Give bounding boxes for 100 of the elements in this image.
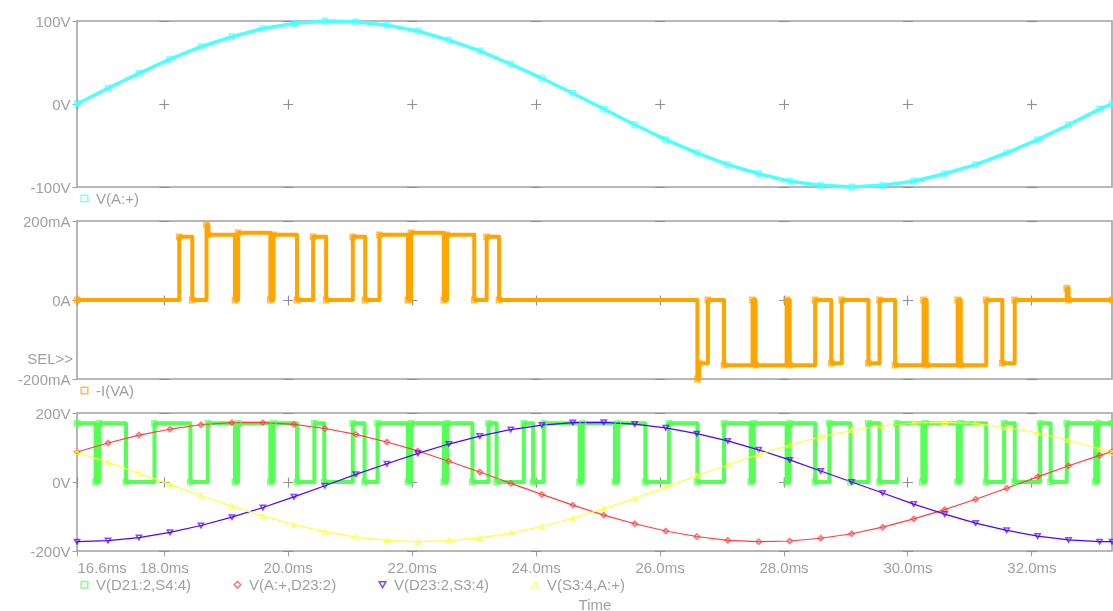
point xyxy=(786,177,794,185)
legend-label: V(A:+,D23:2) xyxy=(249,575,337,593)
point xyxy=(1096,105,1103,113)
point xyxy=(507,60,515,68)
point xyxy=(520,419,528,427)
point xyxy=(972,520,980,527)
point xyxy=(891,361,899,369)
point xyxy=(982,296,990,304)
point xyxy=(786,442,794,449)
text: SEL>> xyxy=(27,350,74,367)
point xyxy=(954,478,962,486)
point xyxy=(197,492,205,499)
point xyxy=(135,69,143,77)
point xyxy=(259,25,267,32)
point xyxy=(631,121,639,129)
point xyxy=(1096,452,1103,459)
point xyxy=(203,221,210,229)
point xyxy=(440,296,448,304)
point xyxy=(755,538,763,546)
point xyxy=(704,296,712,304)
x-tick-label: 22.0ms xyxy=(387,558,437,576)
point xyxy=(1011,478,1019,486)
point xyxy=(827,359,835,367)
legend-label: -I(VA) xyxy=(96,381,135,399)
point xyxy=(941,170,949,178)
point xyxy=(187,478,194,486)
x-tick-label: 16.6ms xyxy=(77,558,127,576)
point xyxy=(1034,533,1042,540)
point xyxy=(407,229,415,237)
point xyxy=(569,501,577,509)
point xyxy=(197,522,205,529)
point xyxy=(920,296,927,304)
point xyxy=(811,296,819,304)
point xyxy=(1063,419,1071,427)
legend-label: V(D21:2,S4:4) xyxy=(96,575,192,593)
y-tick-label: 0A xyxy=(52,291,71,309)
point xyxy=(538,491,546,498)
point xyxy=(228,514,236,521)
point xyxy=(122,478,130,486)
point xyxy=(631,421,639,428)
point xyxy=(73,296,81,304)
point xyxy=(600,511,608,519)
x-tick-label: 24.0ms xyxy=(511,558,561,576)
line-series xyxy=(73,17,1113,191)
point xyxy=(228,33,236,41)
point xyxy=(998,359,1006,367)
point xyxy=(507,530,515,537)
point xyxy=(724,536,732,544)
point xyxy=(982,478,990,486)
point xyxy=(483,233,491,241)
point xyxy=(693,533,701,540)
point xyxy=(817,433,825,440)
point xyxy=(293,478,301,486)
y-tick-label: 0V xyxy=(52,95,71,113)
point xyxy=(259,512,267,519)
point xyxy=(414,27,422,35)
point xyxy=(538,74,546,82)
point xyxy=(910,515,918,523)
point xyxy=(600,105,608,113)
point xyxy=(321,528,329,535)
point xyxy=(972,420,980,427)
point xyxy=(352,18,360,26)
point xyxy=(910,419,918,427)
point xyxy=(104,84,112,92)
point xyxy=(954,296,962,304)
point xyxy=(923,361,931,369)
point xyxy=(290,521,298,528)
point xyxy=(972,161,980,168)
point xyxy=(693,149,701,157)
point xyxy=(383,21,391,29)
point xyxy=(662,484,670,491)
point xyxy=(662,527,670,535)
point xyxy=(817,534,825,542)
point xyxy=(73,419,81,427)
point xyxy=(600,419,608,426)
point xyxy=(290,420,298,428)
point xyxy=(175,233,183,241)
point xyxy=(476,534,484,541)
point xyxy=(1036,419,1044,427)
y-tick-label: -200V xyxy=(30,542,71,560)
point xyxy=(322,296,330,304)
point xyxy=(1003,484,1011,492)
point xyxy=(750,419,758,427)
point xyxy=(749,296,756,304)
point xyxy=(529,478,537,486)
point xyxy=(469,478,476,486)
point xyxy=(811,478,819,486)
point xyxy=(817,467,825,474)
point xyxy=(600,505,608,512)
x-axis-title: Time xyxy=(578,595,612,611)
legend-label: V(A:+) xyxy=(96,189,139,207)
x-tick-label: 26.0ms xyxy=(635,558,685,576)
point xyxy=(476,433,484,440)
legend-label: V(D23:2,S3:4) xyxy=(394,575,490,593)
point xyxy=(724,461,732,468)
point xyxy=(404,296,412,304)
point xyxy=(349,233,357,241)
point xyxy=(957,419,965,427)
point xyxy=(228,419,236,427)
point xyxy=(476,47,484,55)
